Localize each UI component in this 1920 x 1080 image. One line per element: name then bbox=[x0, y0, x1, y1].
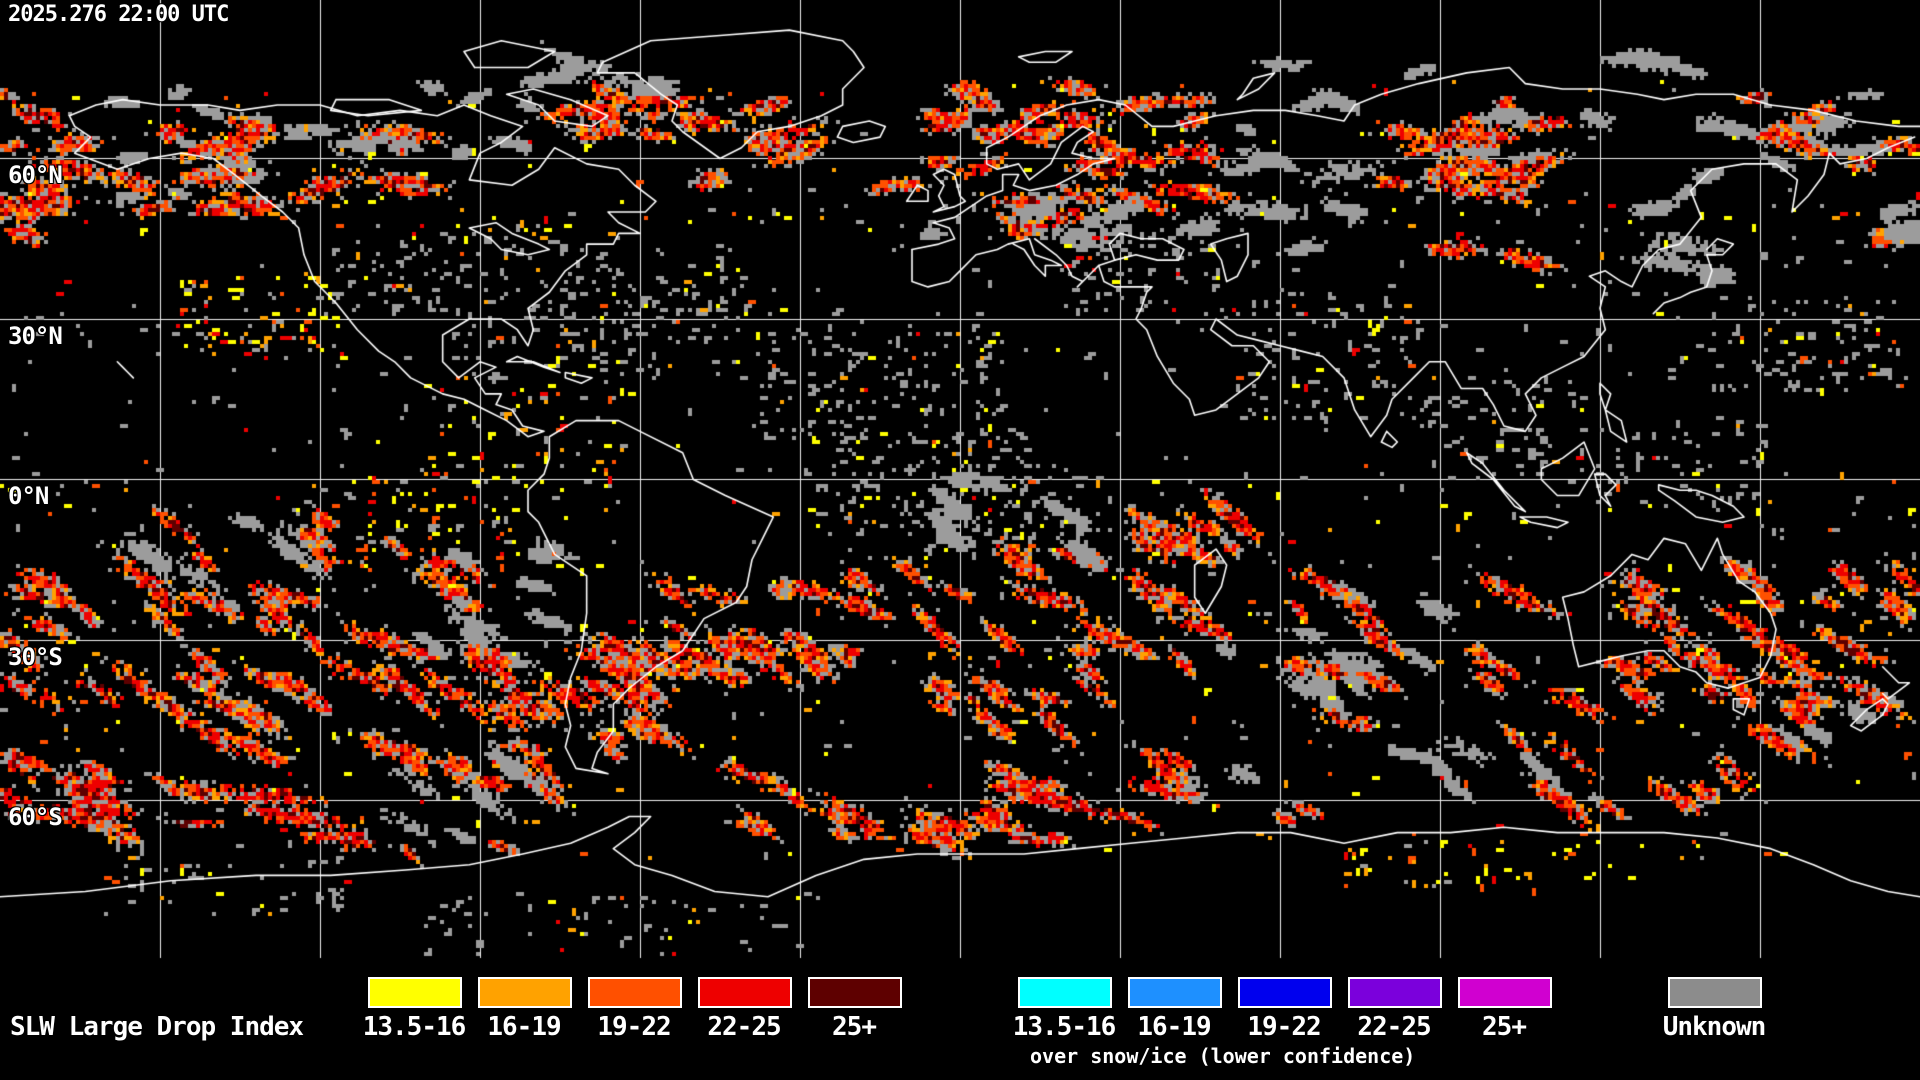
legend-label-standard-4: 25+ bbox=[832, 1012, 877, 1042]
legend-swatch-snow-ice-3 bbox=[1348, 977, 1442, 1008]
legend-swatch-standard-4 bbox=[808, 977, 902, 1008]
legend-swatch-unknown-0 bbox=[1668, 977, 1762, 1008]
legend-swatch-snow-ice-1 bbox=[1128, 977, 1222, 1008]
legend-swatch-snow-ice-4 bbox=[1458, 977, 1552, 1008]
legend-label-standard-0: 13.5-16 bbox=[362, 1012, 467, 1042]
legend-label-snow-ice-2: 19-22 bbox=[1247, 1012, 1321, 1042]
legend-snow-ice-subtitle: over snow/ice (lower confidence) bbox=[1030, 1044, 1416, 1068]
legend-label-standard-1: 16-19 bbox=[487, 1012, 561, 1042]
legend-label-snow-ice-1: 16-19 bbox=[1137, 1012, 1211, 1042]
legend-label-unknown-0: Unknown bbox=[1662, 1012, 1767, 1042]
latitude-label-0n: 0°N bbox=[8, 482, 49, 510]
legend-swatch-standard-3 bbox=[698, 977, 792, 1008]
legend-label-snow-ice-4: 25+ bbox=[1482, 1012, 1527, 1042]
legend-swatch-standard-1 bbox=[478, 977, 572, 1008]
latitude-label-30n: 30°N bbox=[8, 322, 63, 350]
legend-title: SLW Large Drop Index bbox=[10, 1012, 304, 1042]
latitude-label-60n: 60°N bbox=[8, 161, 63, 189]
legend-label-standard-2: 19-22 bbox=[597, 1012, 671, 1042]
latitude-label-60s: 60°S bbox=[8, 803, 63, 831]
timestamp: 2025.276 22:00 UTC bbox=[8, 2, 229, 27]
legend-label-standard-3: 22-25 bbox=[707, 1012, 781, 1042]
legend-swatch-standard-2 bbox=[588, 977, 682, 1008]
latitude-label-30s: 30°S bbox=[8, 643, 63, 671]
legend-swatch-standard-0 bbox=[368, 977, 462, 1008]
legend-label-snow-ice-3: 22-25 bbox=[1357, 1012, 1431, 1042]
legend-swatch-snow-ice-2 bbox=[1238, 977, 1332, 1008]
legend-label-snow-ice-0: 13.5-16 bbox=[1012, 1012, 1117, 1042]
legend-swatch-snow-ice-0 bbox=[1018, 977, 1112, 1008]
